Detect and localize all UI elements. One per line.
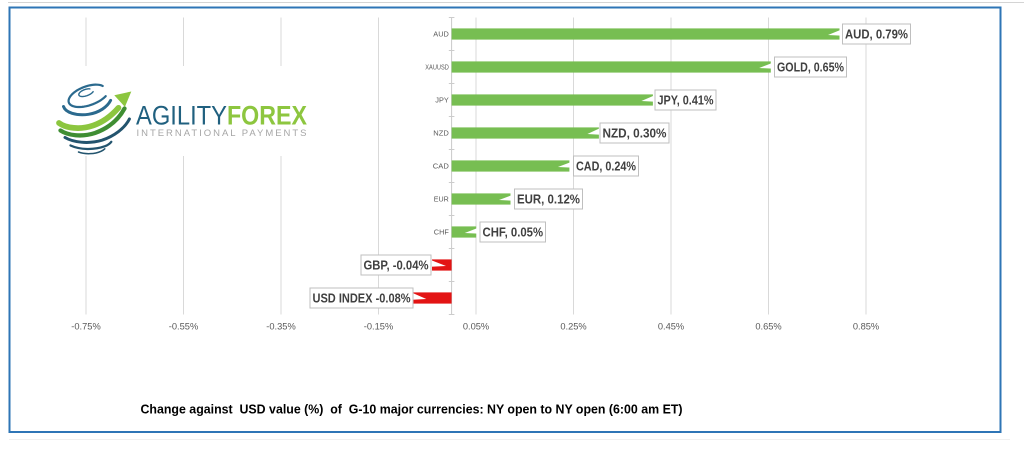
svg-text:0.85%: 0.85%: [853, 322, 879, 332]
svg-text:INTERNATIONAL PAYMENTS: INTERNATIONAL PAYMENTS: [137, 128, 307, 139]
svg-text:JPY: JPY: [435, 98, 449, 105]
svg-text:JPY, 0.41%: JPY, 0.41%: [658, 93, 714, 108]
svg-text:GOLD, 0.65%: GOLD, 0.65%: [777, 60, 844, 75]
svg-text:AGILITY: AGILITY: [136, 101, 227, 131]
svg-text:-0.35%: -0.35%: [266, 322, 295, 332]
svg-text:AUD, 0.79%: AUD, 0.79%: [845, 27, 908, 42]
svg-text:XAUUSD: XAUUSD: [425, 65, 449, 72]
svg-text:0.05%: 0.05%: [463, 322, 489, 332]
svg-text:NZD: NZD: [433, 131, 449, 138]
svg-text:EUR: EUR: [434, 197, 449, 204]
svg-text:AUD: AUD: [433, 32, 449, 39]
svg-text:0.65%: 0.65%: [755, 322, 781, 332]
svg-text:CHF, 0.05%: CHF, 0.05%: [483, 225, 544, 240]
svg-text:0.45%: 0.45%: [658, 322, 684, 332]
svg-text:CHF: CHF: [434, 230, 449, 237]
svg-text:-0.55%: -0.55%: [169, 322, 198, 332]
svg-text:GBP, -0.04%: GBP, -0.04%: [364, 258, 429, 273]
svg-text:0.25%: 0.25%: [560, 322, 586, 332]
svg-text:CAD, 0.24%: CAD, 0.24%: [576, 159, 636, 174]
svg-text:CAD: CAD: [433, 164, 449, 171]
svg-text:NZD, 0.30%: NZD, 0.30%: [603, 126, 667, 141]
svg-text:-0.15%: -0.15%: [364, 322, 393, 332]
svg-text:FOREX: FOREX: [227, 101, 307, 131]
svg-text:USD INDEX -0.08%: USD INDEX -0.08%: [313, 291, 411, 306]
svg-text:Change against USD value (%): Change against USD value (%) of G-10 maj…: [141, 403, 683, 417]
svg-text:EUR, 0.12%: EUR, 0.12%: [517, 192, 580, 207]
svg-text:-0.75%: -0.75%: [71, 322, 100, 332]
